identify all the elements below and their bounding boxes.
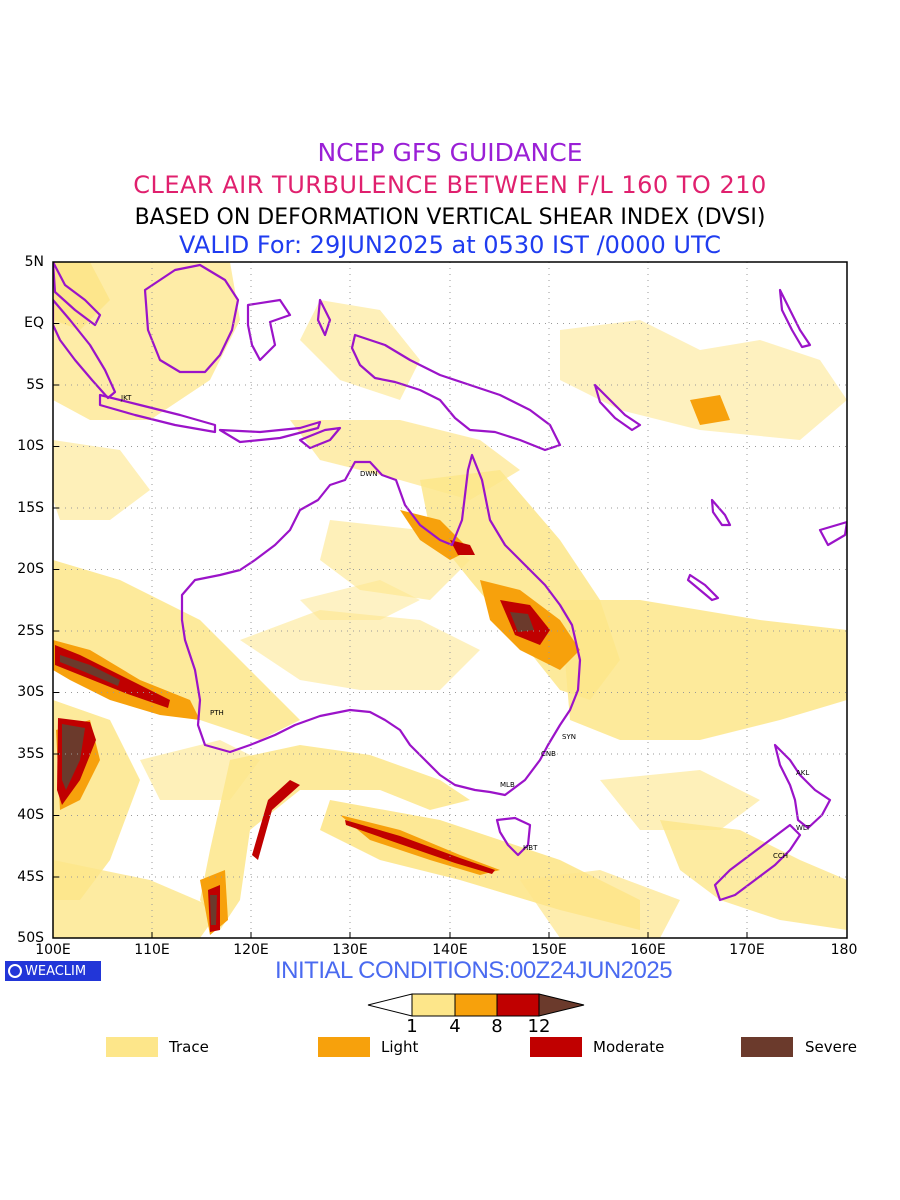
title-valid-time: VALID For: 29JUN2025 at 0530 IST /0000 U… (179, 231, 721, 259)
lon-label-110e: 110E (134, 942, 170, 958)
legend-swatch-severe (741, 1037, 793, 1057)
city-label-cnb: CNB (541, 750, 556, 758)
lat-label-50s: 50S (17, 930, 44, 946)
legend-swatch-light (318, 1037, 370, 1057)
city-label-syn: SYN (562, 733, 576, 741)
title-line-3: BASED ON DEFORMATION VERTICAL SHEAR INDE… (134, 205, 766, 230)
legend-label-severe: Severe (805, 1038, 857, 1056)
lat-label-40s: 40S (17, 807, 44, 823)
city-label-akl: AKL (796, 769, 809, 777)
logo-text: WEACLIM (25, 963, 87, 979)
severe-areas (60, 612, 534, 925)
lat-label-eq: EQ (24, 315, 44, 331)
colorbar-tick-1: 1 (406, 1016, 418, 1037)
lon-label-100e: 100E (35, 942, 71, 958)
lat-label-30s: 30S (17, 684, 44, 700)
city-label-pth: PTH (210, 709, 224, 717)
legend-swatch-trace (106, 1037, 158, 1057)
city-label-jkt: JKT (120, 394, 132, 402)
lat-label-25s: 25S (17, 623, 44, 639)
legend-label-moderate: Moderate (593, 1038, 665, 1056)
colorbar-tick-8: 8 (491, 1016, 503, 1037)
lon-label-170e: 170E (729, 942, 765, 958)
lon-label-140e: 140E (432, 942, 468, 958)
lat-label-5s: 5S (26, 377, 44, 393)
legend-label-trace: Trace (169, 1038, 209, 1056)
lat-label-35s: 35S (17, 746, 44, 762)
lon-label-130e: 130E (332, 942, 368, 958)
lat-label-45s: 45S (17, 869, 44, 885)
graticule (53, 262, 847, 938)
lon-label-120e: 120E (233, 942, 269, 958)
city-label-mlb: MLB (500, 781, 515, 789)
city-label-hbt: HBT (523, 844, 538, 852)
city-label-cch: CCH (773, 852, 788, 860)
colorbar-tick-12: 12 (527, 1016, 551, 1037)
coastlines (53, 262, 847, 902)
title-line-1: NCEP GFS GUIDANCE (317, 138, 583, 167)
legend-swatch-moderate (530, 1037, 582, 1057)
city-label-wlt: WLT (796, 824, 811, 832)
lat-label-5n: 5N (24, 254, 44, 270)
city-label-dwn: DWN (360, 470, 378, 478)
initial-conditions: INITIAL CONDITIONS:00Z24JUN2025 (275, 957, 673, 984)
logo-circle-icon (8, 964, 22, 978)
colorbar-tick-4: 4 (449, 1016, 461, 1037)
trace-areas (53, 262, 847, 938)
legend-label-light: Light (381, 1038, 419, 1056)
lon-label-180: 180 (830, 942, 858, 958)
lat-label-10s: 10S (17, 438, 44, 454)
lat-label-15s: 15S (17, 500, 44, 516)
weaclim-logo[interactable]: WEACLIM (5, 961, 101, 981)
city-labels: JKT DWN PTH SYN CNB MLB HBT AKL WLT CCH (120, 394, 811, 860)
lon-label-160e: 160E (630, 942, 666, 958)
lat-label-20s: 20S (17, 561, 44, 577)
lon-label-150e: 150E (531, 942, 567, 958)
title-line-2: CLEAR AIR TURBULENCE BETWEEN F/L 160 TO … (133, 171, 767, 199)
